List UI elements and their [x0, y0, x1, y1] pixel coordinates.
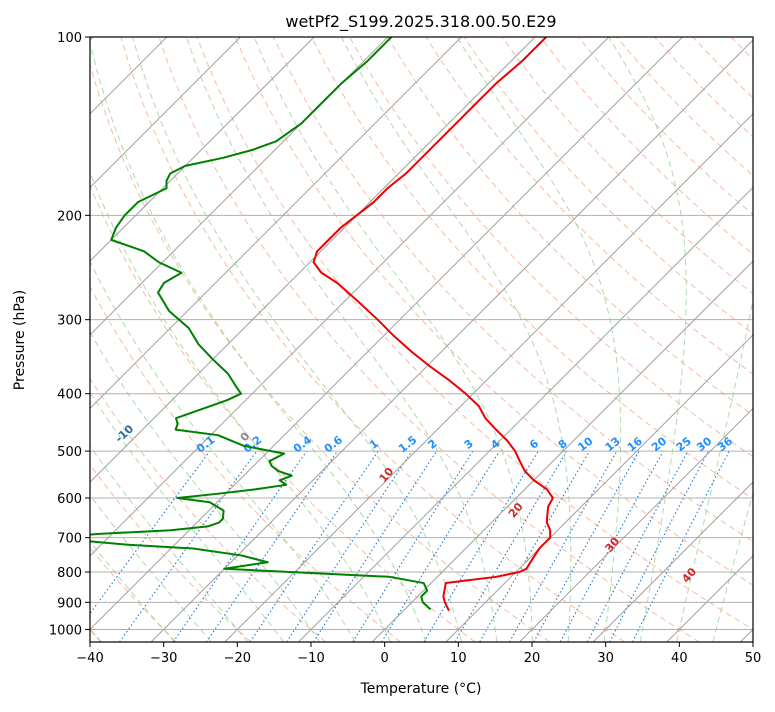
y-tick-label: 400 [57, 388, 82, 403]
moist-adiabat [90, 444, 249, 642]
mixing-ratio-line [172, 450, 308, 642]
moist-adiabat [90, 540, 176, 642]
isotherm [90, 37, 389, 336]
mixing-ratio-line [90, 450, 211, 615]
dewpoint-trace [90, 37, 432, 611]
moist-adiabat [186, 37, 498, 642]
temperature-trace [312, 37, 554, 612]
isotherm [90, 37, 315, 262]
y-axis-label: Pressure (hPa) [12, 290, 28, 390]
x-tick-label: 20 [524, 651, 541, 666]
dry-adiabat [90, 463, 252, 642]
dry-adiabat [196, 37, 753, 631]
y-tick-label: 200 [57, 209, 82, 224]
moist-adiabat [90, 40, 427, 642]
x-tick-label: 0 [381, 651, 389, 666]
dry-adiabat [463, 37, 753, 335]
y-tick-label: 600 [57, 492, 82, 507]
mixing-ratio-line [286, 450, 413, 642]
mixing-ratio-line [533, 450, 640, 642]
mixing-ratio-line [313, 450, 438, 642]
moist-adiabat [253, 37, 533, 642]
y-tick-label: 500 [57, 445, 82, 460]
mixing-ratio-line [509, 450, 618, 642]
y-tick-label: 900 [57, 596, 82, 611]
dry-adiabat [501, 37, 753, 295]
isotherm [371, 260, 753, 642]
moist-adiabat [712, 491, 753, 642]
mixing-ratio-line [632, 450, 730, 642]
y-tick-label: 700 [57, 532, 82, 547]
x-tick-label: 10 [450, 651, 467, 666]
x-tick-label: −10 [297, 651, 324, 666]
x-tick-label: 50 [745, 651, 762, 666]
isotherm [519, 407, 753, 642]
x-tick-label: −20 [224, 651, 251, 666]
y-tick-label: 800 [57, 566, 82, 581]
isotherm [90, 37, 610, 557]
isotherm [150, 39, 753, 642]
y-tick-label: 1000 [49, 623, 82, 638]
moist-adiabat [90, 391, 285, 642]
dry-adiabat [311, 37, 753, 500]
isotherm [90, 37, 536, 483]
moist-adiabat [340, 37, 572, 642]
isotherm [90, 37, 683, 631]
dry-adiabat [90, 377, 327, 642]
moist-adiabat [608, 37, 687, 642]
dry-adiabat [234, 37, 753, 586]
plot-frame [89, 36, 754, 643]
x-tick-label: −30 [150, 651, 177, 666]
x-axis-label: Temperature (°C) [360, 681, 482, 697]
mixing-ratio-line [381, 450, 500, 642]
isotherm [592, 481, 753, 642]
x-tick-label: −40 [76, 651, 103, 666]
x-tick-label: 30 [597, 651, 614, 666]
x-tick-label: 40 [671, 651, 688, 666]
y-tick-label: 300 [57, 314, 82, 329]
dry-adiabat [120, 37, 625, 642]
moist-adiabat [90, 260, 356, 642]
dry-adiabat [90, 62, 551, 642]
moist-adiabat [90, 331, 320, 642]
moist-adiabat [90, 171, 391, 642]
mixing-ratio-line [559, 450, 664, 642]
y-tick-label: 100 [57, 31, 82, 46]
mixing-ratio-line [119, 450, 258, 642]
isotherm [224, 113, 753, 642]
mixing-ratio-line [249, 450, 379, 642]
mixing-ratio-line [205, 450, 338, 642]
moist-adiabat [90, 494, 212, 642]
chart-title: wetPf2_S199.2025.318.00.50.E29 [285, 12, 556, 32]
moist-adiabat [676, 296, 753, 642]
moist-adiabat [132, 37, 462, 642]
isotherm [298, 186, 753, 642]
isotherm [90, 37, 462, 410]
dry-adiabat [272, 37, 753, 543]
dry-adiabat [158, 37, 700, 642]
isotherm [90, 37, 241, 189]
